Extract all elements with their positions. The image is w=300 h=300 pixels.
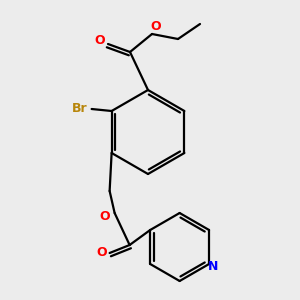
Text: Br: Br (72, 103, 87, 116)
Text: O: O (96, 247, 107, 260)
Text: O: O (95, 34, 105, 47)
Text: O: O (99, 211, 110, 224)
Text: N: N (208, 260, 218, 272)
Text: O: O (151, 20, 161, 32)
